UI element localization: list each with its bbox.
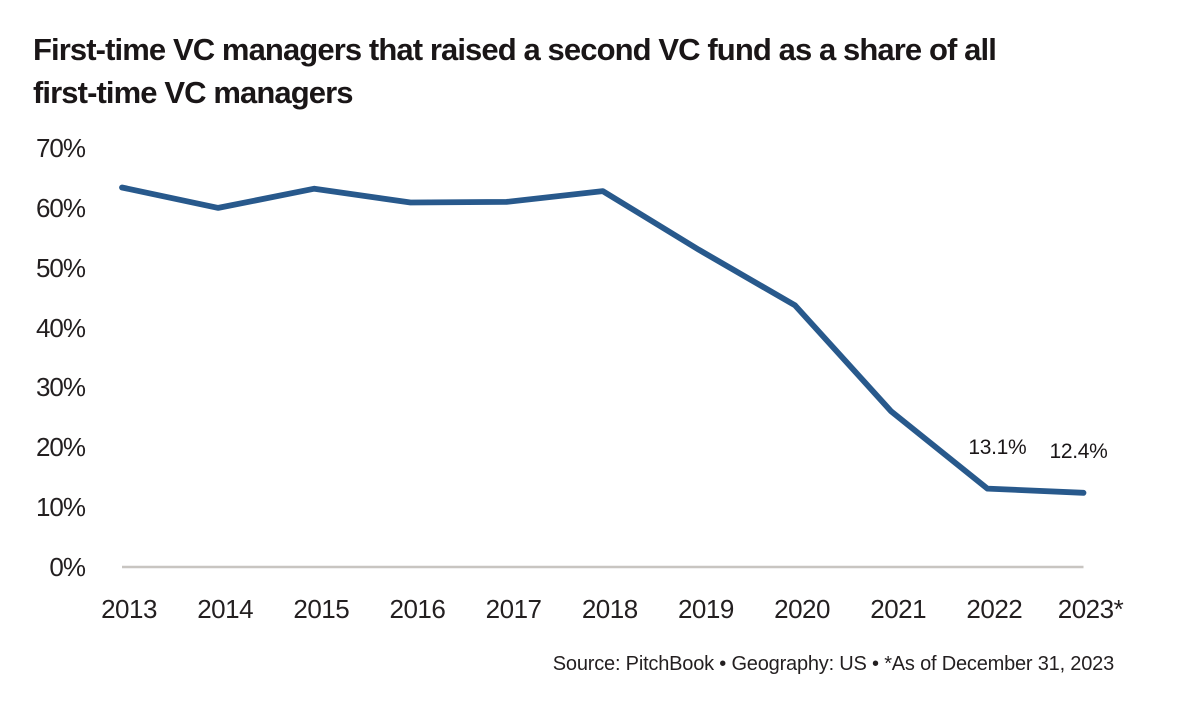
x-tick-label: 2017 bbox=[485, 594, 542, 624]
chart-title: First-time VC managers that raised a sec… bbox=[33, 28, 997, 114]
chart-title-line-1: First-time VC managers that raised a sec… bbox=[33, 32, 997, 67]
x-tick-label: 2019 bbox=[677, 594, 734, 624]
y-tick-label: 70% bbox=[35, 133, 86, 163]
x-tick-label: 2021 bbox=[870, 594, 927, 624]
data-point-label: 13.1% bbox=[968, 435, 1027, 459]
y-tick-label: 30% bbox=[35, 372, 86, 403]
data-point-label: 12.4% bbox=[1049, 439, 1108, 463]
y-tick-label: 0% bbox=[49, 552, 86, 582]
x-tick-label: 2013 bbox=[101, 594, 157, 624]
x-tick-label: 2020 bbox=[774, 594, 830, 624]
y-tick-label: 10% bbox=[35, 492, 86, 523]
x-tick-label: 2022 bbox=[966, 594, 1023, 624]
y-tick-label: 60% bbox=[35, 192, 86, 223]
y-tick-label: 40% bbox=[35, 312, 86, 343]
x-tick-label: 2018 bbox=[581, 594, 638, 624]
x-tick-label: 2015 bbox=[293, 594, 350, 624]
x-tick-label: 2023* bbox=[1057, 594, 1124, 624]
source-note: Source: PitchBook • Geography: US • *As … bbox=[552, 653, 1114, 675]
x-tick-label: 2014 bbox=[197, 594, 254, 624]
y-tick-label: 20% bbox=[35, 432, 86, 463]
y-tick-label: 50% bbox=[35, 252, 86, 283]
chart-title-line-2: first-time VC managers bbox=[33, 75, 353, 110]
x-tick-label: 2016 bbox=[389, 594, 446, 624]
trend-line bbox=[119, 184, 1087, 496]
